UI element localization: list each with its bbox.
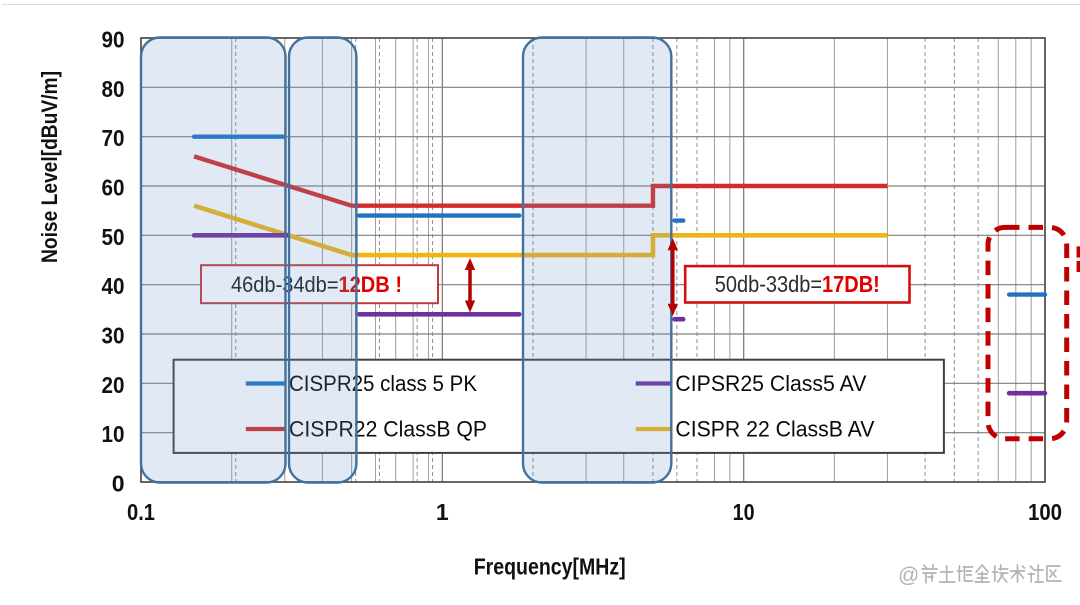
svg-text:Frequency[MHz]: Frequency[MHz] — [474, 554, 626, 580]
svg-text:46db-34db=12DB !: 46db-34db=12DB ! — [231, 272, 402, 297]
svg-text:Noise Level[dBuV/m]: Noise Level[dBuV/m] — [37, 71, 62, 263]
svg-text:90: 90 — [102, 27, 125, 53]
svg-text:60: 60 — [102, 175, 125, 201]
svg-text:20: 20 — [102, 372, 125, 398]
svg-text:50: 50 — [102, 224, 125, 250]
svg-text:0.1: 0.1 — [127, 499, 155, 525]
svg-text:40: 40 — [102, 273, 125, 299]
svg-text:10: 10 — [733, 499, 755, 525]
svg-text:10: 10 — [102, 421, 125, 447]
svg-text:CISPR22 ClassB QP: CISPR22 ClassB QP — [289, 417, 487, 442]
svg-text:0: 0 — [112, 471, 125, 497]
svg-text:50db-33db=17DB!: 50db-33db=17DB! — [715, 271, 880, 297]
svg-text:100: 100 — [1028, 499, 1062, 525]
svg-text:70: 70 — [102, 125, 125, 151]
svg-text:CISPR25 class 5 PK: CISPR25 class 5 PK — [289, 371, 477, 396]
svg-text:@: @ — [898, 564, 919, 587]
svg-text:1: 1 — [436, 499, 449, 525]
svg-text:CIPSR25 Class5 AV: CIPSR25 Class5 AV — [675, 371, 866, 396]
svg-text:80: 80 — [102, 76, 125, 102]
svg-text:CISPR 22 ClassB AV: CISPR 22 ClassB AV — [675, 417, 874, 442]
svg-text:30: 30 — [102, 323, 125, 349]
